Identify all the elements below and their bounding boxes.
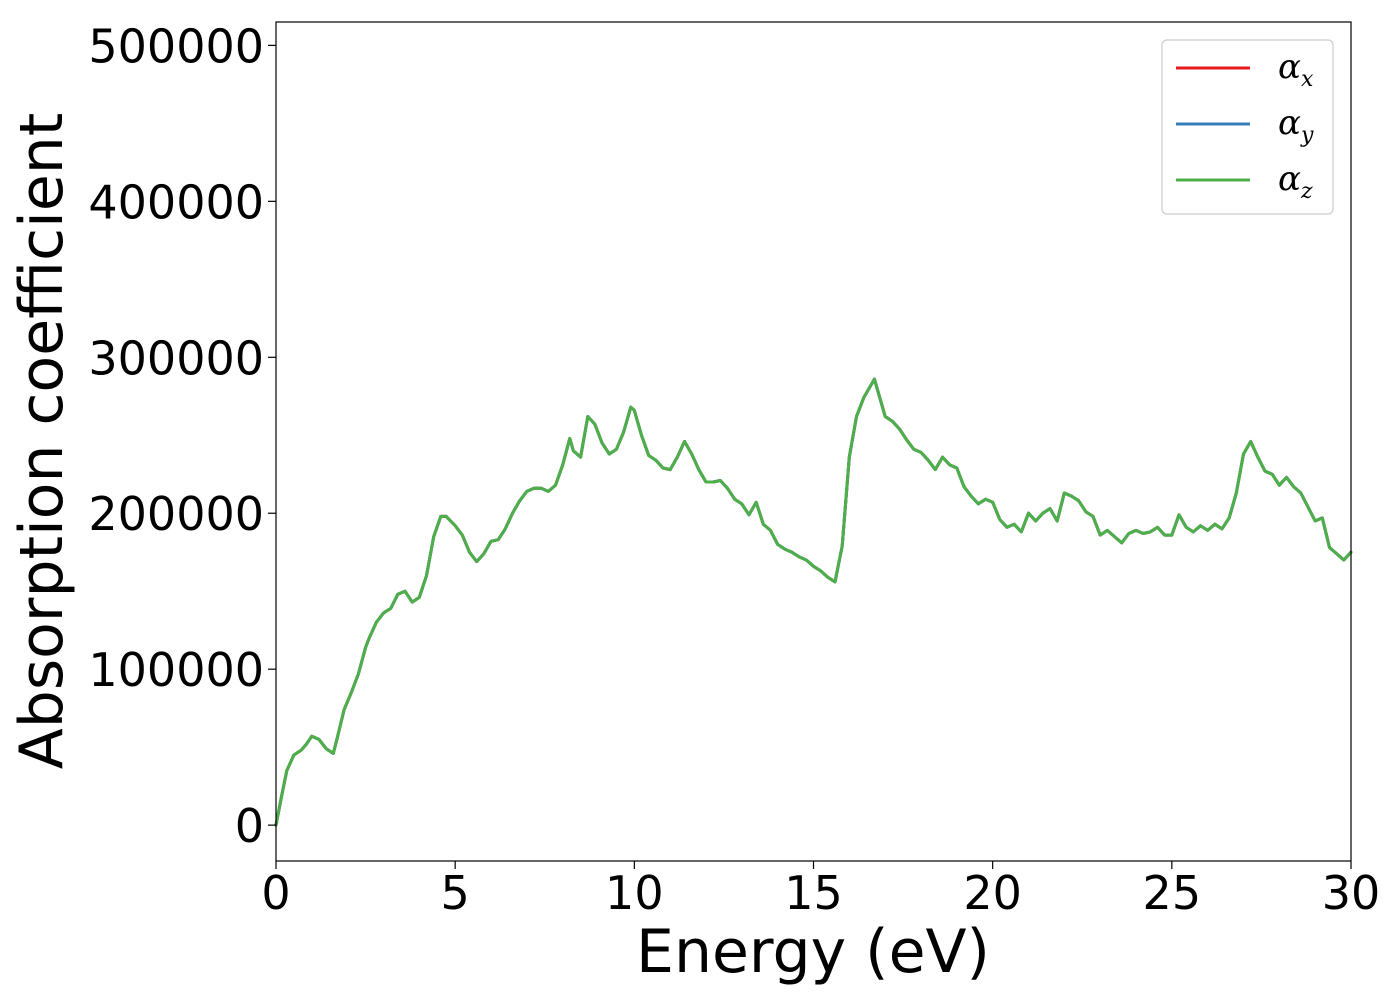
plot-series-group [274,377,1353,827]
x-tick-label: 10 [605,866,664,920]
y-axis-title: Absorption coefficient [7,113,77,770]
x-tick-label: 30 [1322,866,1381,920]
y-tick-label: 0 [235,799,264,853]
legend-label-y: αy [1278,103,1314,148]
legend-label-x: αx [1278,47,1314,92]
legend-frame [1161,39,1334,215]
y-axis-ticks: 0 100000 200000 300000 400000 500000 [88,19,276,853]
y-tick-label: 500000 [88,19,264,73]
x-tick-label: 20 [963,866,1022,920]
x-tick-label: 25 [1143,866,1202,920]
y-tick-label: 100000 [88,643,264,697]
x-axis-ticks: 0 5 10 15 20 25 30 [261,861,1380,920]
legend-entries: αx αy αz [1176,47,1314,204]
x-tick-label: 15 [784,866,843,920]
y-tick-label: 400000 [88,175,264,229]
x-tick-label: 0 [261,866,290,920]
legend-label-z: αz [1278,159,1313,204]
legend: αx αy αz [1161,39,1334,215]
series-line-z-2 [274,377,1353,827]
x-tick-label: 5 [441,866,470,920]
y-tick-label: 300000 [88,331,264,385]
y-tick-label: 200000 [88,487,264,541]
x-axis-title: Energy (eV) [636,917,990,987]
